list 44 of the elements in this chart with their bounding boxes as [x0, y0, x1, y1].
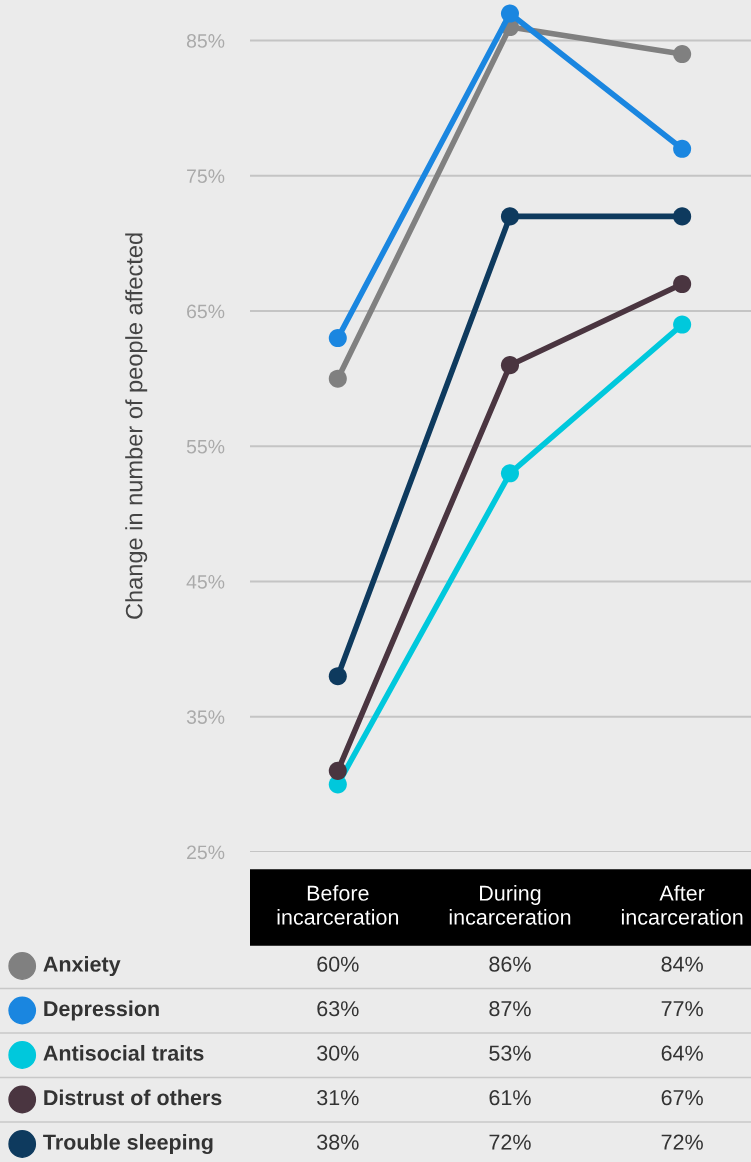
- y-tick-label: 75%: [187, 169, 225, 184]
- y-tick-label: 45%: [186, 575, 225, 589]
- point: [500, 464, 519, 483]
- data-label: 64%: [661, 1045, 703, 1061]
- point: [673, 207, 692, 226]
- y-tick-label: 55%: [186, 439, 225, 454]
- data-label: 84%: [661, 956, 703, 972]
- point: [500, 356, 519, 375]
- y-tick-label: 85%: [186, 34, 225, 48]
- data-label: 87%: [489, 1001, 531, 1017]
- point: [328, 761, 347, 780]
- y-tick-label: 65%: [187, 304, 225, 319]
- y-axis-title: Change in number of people affected: [125, 233, 148, 619]
- data-label: 77%: [661, 1001, 703, 1017]
- data-label: 63%: [317, 1001, 359, 1017]
- data-label: 31%: [317, 1090, 359, 1106]
- point: [500, 4, 519, 23]
- data-label: 30%: [317, 1045, 359, 1061]
- data-label: 60%: [317, 956, 359, 972]
- point: [673, 139, 692, 158]
- data-label: 72%: [489, 1134, 531, 1150]
- data-label: 67%: [661, 1090, 703, 1106]
- data-label: 61%: [489, 1090, 531, 1106]
- x-tick-label: Before incarceration: [277, 885, 399, 925]
- data-label: 86%: [489, 956, 531, 972]
- point: [673, 45, 692, 64]
- data-label: 38%: [317, 1134, 359, 1150]
- data-label: 53%: [489, 1045, 531, 1061]
- legend-label: Antisocial traits: [43, 1044, 204, 1061]
- point: [328, 329, 347, 348]
- legend-label: Distrust of others: [44, 1089, 222, 1106]
- data-label: 72%: [661, 1134, 703, 1150]
- x-tick-label: During incarceration: [449, 884, 571, 925]
- point: [673, 274, 692, 294]
- point: [500, 207, 519, 226]
- point: [328, 667, 347, 686]
- legend-label: Anxiety: [43, 955, 121, 977]
- point: [328, 369, 347, 388]
- y-tick-label: 25%: [187, 845, 225, 860]
- legend-label: Trouble sleeping: [43, 1133, 213, 1155]
- legend-label: Depression: [44, 1000, 159, 1021]
- point: [673, 315, 692, 334]
- x-tick-label: After incarceration: [621, 885, 743, 925]
- y-tick-label: 35%: [186, 710, 225, 724]
